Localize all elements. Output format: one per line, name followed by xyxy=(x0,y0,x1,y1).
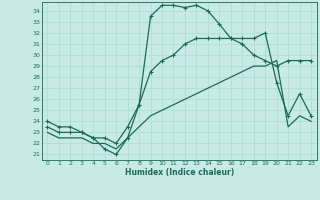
X-axis label: Humidex (Indice chaleur): Humidex (Indice chaleur) xyxy=(124,168,234,177)
